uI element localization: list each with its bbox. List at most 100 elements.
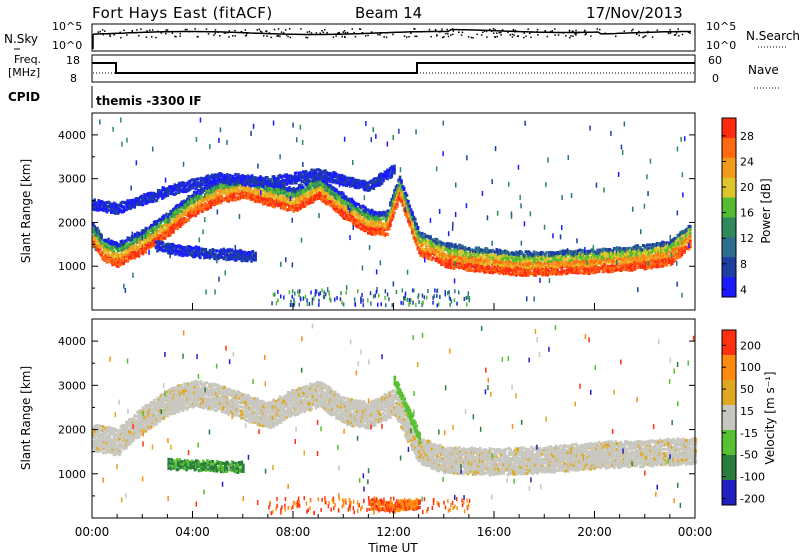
range-time-cell (581, 249, 584, 252)
noise-search-point (636, 32, 638, 34)
noise-search-point (676, 32, 678, 34)
range-time-cell (681, 251, 684, 254)
noise-search-point (413, 28, 415, 30)
range-time-cell (414, 218, 417, 221)
noise-search-point (227, 32, 229, 34)
noise-search-point (436, 35, 438, 37)
range-time-cell (406, 194, 409, 197)
noise-search-point (132, 30, 134, 32)
noise-search-point (161, 32, 163, 34)
noise-search-point (279, 36, 281, 38)
noise-search-point (554, 34, 556, 36)
range-time-cell (399, 176, 402, 179)
noise-search-point (194, 28, 196, 30)
noise-search-point (333, 36, 335, 38)
noise-search-point (493, 28, 495, 30)
range-time-cell (566, 272, 569, 275)
noise-search-point (174, 36, 176, 38)
noise-search-point (106, 33, 108, 35)
noise-search-point (682, 34, 684, 36)
noise-search-point (430, 36, 432, 38)
noise-search-point (343, 31, 345, 33)
noise-search-point (638, 31, 640, 33)
noise-left-label: N.Sky (4, 32, 38, 46)
range-time-cell (164, 237, 167, 240)
range-time-cell (169, 185, 172, 188)
noise-search-point (410, 33, 412, 35)
range-time-cell (384, 211, 387, 214)
noise-search-point (678, 35, 680, 37)
noise-search-point (324, 29, 326, 31)
noise-search-point (447, 31, 449, 33)
range-time-cell (453, 267, 456, 270)
noise-search-point (525, 36, 527, 38)
noise-search-point (229, 30, 231, 32)
range-time-cell (580, 271, 583, 274)
noise-search-point (510, 34, 512, 36)
noise-search-point (365, 35, 367, 37)
range-time-cell (165, 213, 168, 216)
range-time-cell (214, 178, 217, 181)
range-time-cell (164, 219, 167, 222)
noise-search-point (550, 31, 552, 33)
noise-search-point (102, 29, 104, 31)
noise-search-point (513, 35, 515, 37)
noise-search-point (240, 31, 242, 32)
noise-search-point (326, 32, 328, 34)
noise-search-point (645, 35, 647, 37)
noise-search-point (245, 35, 247, 37)
noise-search-point (180, 33, 182, 35)
noise-search-point (496, 32, 498, 34)
noise-search-point (471, 37, 473, 39)
noise-search-point (575, 30, 577, 32)
noise-search-point (486, 36, 488, 38)
noise-search-point (215, 29, 217, 31)
noise-trace (93, 28, 691, 49)
range-time-cell (106, 244, 109, 247)
noise-search-point (165, 33, 167, 35)
noise-search-point (353, 32, 355, 34)
noise-search-point (266, 35, 268, 37)
noise-right-label: N.Search (746, 29, 800, 43)
range-time-cell (565, 255, 568, 258)
noise-search-point (552, 30, 554, 32)
range-time-cell (102, 256, 105, 259)
noise-right-tick-low: 10^0 (706, 39, 736, 52)
noise-search-point (482, 32, 484, 33)
range-time-cell (468, 247, 471, 250)
noise-search-point (414, 36, 416, 38)
noise-search-point (311, 32, 313, 34)
noise-search-point (309, 34, 311, 36)
noise-search-point (657, 29, 659, 31)
noise-search-point (266, 33, 268, 35)
noise-search-point (514, 31, 516, 33)
range-time-cell (408, 205, 411, 208)
noise-search-point (377, 34, 379, 36)
range-time-cell (200, 194, 203, 197)
noise-search-point (569, 30, 571, 32)
range-time-cell (345, 195, 348, 198)
noise-search-point (688, 32, 690, 33)
noise-search-point (642, 37, 644, 39)
range-time-cell (415, 243, 418, 246)
noise-search-point (99, 31, 101, 33)
noise-search-point (344, 30, 346, 32)
noise-search-point (445, 33, 447, 35)
noise-search-point (337, 32, 339, 34)
range-time-cell (355, 222, 358, 225)
range-time-cell (215, 193, 218, 196)
noise-search-point (668, 33, 670, 35)
noise-search-point (565, 35, 567, 37)
range-time-cell (375, 228, 378, 231)
noise-search-point (392, 34, 394, 36)
noise-search-point (383, 36, 385, 38)
noise-search-point (151, 36, 153, 38)
noise-search-point (524, 32, 526, 34)
noise-search-point (379, 34, 381, 36)
range-time-cell (403, 187, 406, 190)
noise-search-point (518, 35, 520, 37)
noise-search-point (495, 36, 497, 38)
noise-search-point (404, 35, 406, 37)
range-time-cell (187, 219, 190, 222)
noise-search-point (408, 36, 410, 38)
